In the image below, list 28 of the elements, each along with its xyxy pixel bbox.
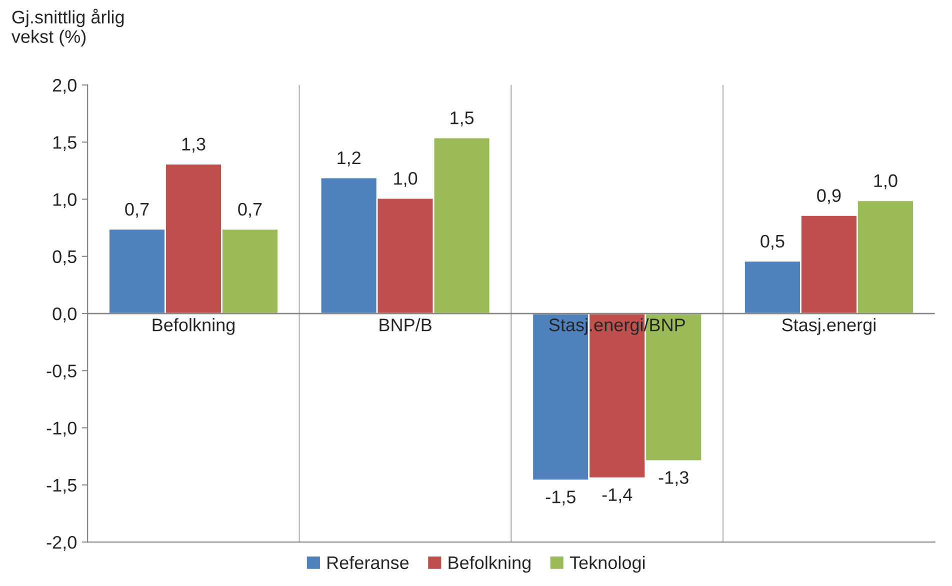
y-tick-label: -1,0 — [46, 422, 76, 437]
data-label: -1,4 — [602, 488, 632, 504]
y-tick-label: -1,5 — [46, 479, 76, 494]
x-tick-label: BNP/B — [380, 318, 432, 332]
data-label: 1,0 — [874, 174, 898, 190]
data-label: 1,5 — [450, 112, 474, 126]
x-tick-label: Stasj.energi — [782, 318, 876, 335]
y-tick-label: -0,5 — [46, 364, 76, 380]
x-tick-label: Befolkning — [152, 318, 234, 335]
data-label: 0,5 — [760, 234, 784, 250]
y-tick-label: -2,0 — [46, 536, 76, 551]
data-label: 1,3 — [182, 138, 206, 153]
legend-label: Befolkning — [448, 556, 530, 573]
y-tick-label: 0,0 — [52, 307, 76, 322]
legend-label: Teknologi — [570, 556, 645, 573]
legend-label: Referanse — [328, 556, 409, 570]
data-label: 0,7 — [125, 202, 149, 218]
data-label: -1,3 — [658, 471, 688, 486]
data-label: -1,5 — [546, 490, 576, 506]
data-label: 0,9 — [817, 189, 841, 204]
data-label: 1,2 — [338, 151, 360, 166]
y-tick-label: 0,5 — [52, 250, 76, 266]
data-label: 1,0 — [394, 172, 418, 187]
y-tick-label: 1,0 — [53, 193, 76, 208]
y-tick-label: 1,5 — [53, 136, 76, 151]
y-tick-label: 2,0 — [52, 78, 76, 94]
y-axis-title: Gj.snittlig årlig vekst (%) — [11, 8, 124, 47]
data-label: 0,7 — [238, 202, 262, 218]
